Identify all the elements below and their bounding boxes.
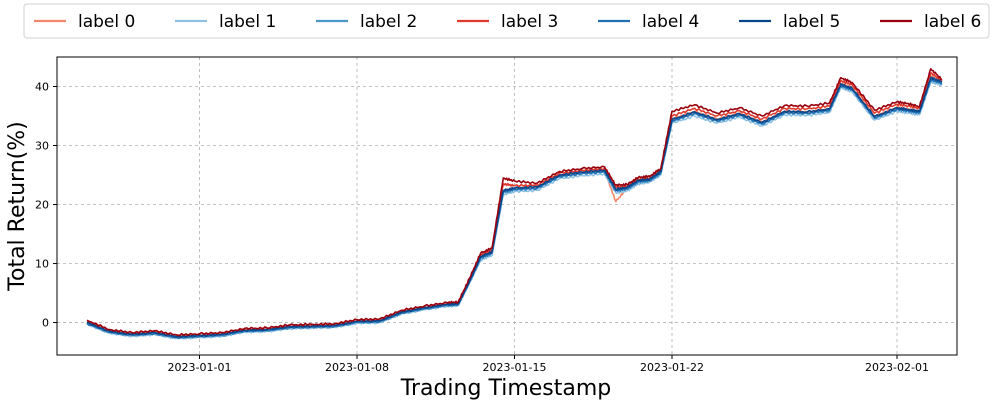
y-tick-label: 10 — [35, 258, 49, 271]
legend-label: label 1 — [219, 12, 276, 32]
y-tick-label: 0 — [42, 317, 49, 330]
x-tick-label: 2023-02-01 — [865, 361, 929, 374]
legend-label: label 0 — [78, 12, 135, 32]
y-tick-label: 40 — [35, 81, 49, 94]
grid — [57, 57, 957, 355]
x-tick-label: 2023-01-01 — [168, 361, 232, 374]
legend: label 0 label 1 label 2 label 3 label 4 label… — [23, 3, 990, 39]
y-tick-label: 30 — [35, 140, 49, 153]
series-line-label-6 — [86, 68, 943, 337]
y-axis-title: Total Return(%) — [5, 121, 30, 291]
y-ticks: 0 10 20 30 40 — [35, 81, 57, 330]
legend-item: label 0 — [34, 12, 135, 32]
series-layer — [86, 68, 943, 340]
legend-frame — [23, 3, 990, 39]
x-tick-label: 2023-01-08 — [325, 361, 389, 374]
legend-label: label 4 — [642, 12, 699, 32]
legend-label: label 2 — [360, 12, 417, 32]
series-line-label-5 — [86, 76, 943, 339]
x-tick-label: 2023-01-22 — [640, 361, 704, 374]
legend-label: label 6 — [924, 12, 981, 32]
legend-item: label 2 — [316, 12, 417, 32]
legend-item: label 5 — [739, 12, 840, 32]
legend-item: label 4 — [598, 12, 699, 32]
legend-item: label 3 — [457, 12, 558, 32]
x-ticks: 2023-01-01 2023-01-08 2023-01-15 2023-01-22… — [168, 355, 929, 374]
legend-item: label 6 — [880, 12, 981, 32]
plot-frame — [56, 56, 958, 356]
x-tick-label: 2023-01-15 — [483, 361, 547, 374]
series-line-label-1 — [86, 81, 943, 340]
legend-label: label 5 — [783, 12, 840, 32]
x-axis-title: Trading Timestamp — [400, 376, 612, 401]
legend-item: label 1 — [175, 12, 276, 32]
y-tick-label: 20 — [35, 199, 49, 212]
legend-label: label 3 — [501, 12, 558, 32]
